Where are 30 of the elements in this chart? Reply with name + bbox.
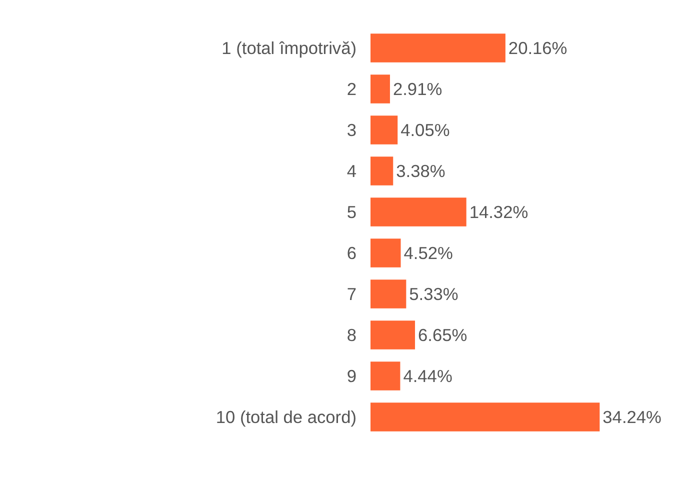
- bar: [370, 280, 406, 308]
- data-label: 34.24%: [602, 407, 662, 427]
- data-label: 3.38%: [396, 161, 446, 181]
- data-label: 4.44%: [403, 366, 452, 386]
- bar: [370, 34, 506, 62]
- y-tick-label: 4: [346, 161, 357, 181]
- bar: [370, 116, 398, 144]
- y-tick-label: 7: [346, 284, 357, 304]
- data-label: 4.52%: [404, 243, 453, 263]
- bar: [370, 362, 400, 390]
- y-tick-label: 6: [346, 243, 357, 263]
- data-label: 2.91%: [392, 79, 442, 99]
- bar: [370, 238, 401, 268]
- bar: [370, 156, 394, 186]
- data-label: 5.33%: [409, 284, 458, 304]
- data-label: 20.16%: [508, 38, 568, 58]
- y-tick-label: 3: [346, 120, 357, 140]
- y-tick-label: 2: [346, 79, 357, 99]
- y-tick-label: 5: [346, 202, 357, 222]
- bar: [370, 320, 416, 350]
- bar: [370, 198, 466, 226]
- bar: [370, 402, 600, 432]
- y-tick-label: 10 (total de acord): [216, 407, 357, 427]
- y-tick-label: 8: [346, 325, 357, 345]
- y-tick-label: 9: [346, 366, 357, 386]
- data-label: 14.32%: [469, 202, 528, 222]
- bar: [370, 74, 390, 104]
- data-label: 4.05%: [400, 120, 450, 140]
- data-label: 6.65%: [418, 325, 468, 345]
- y-tick-label: 1 (total împotrivă): [222, 38, 357, 58]
